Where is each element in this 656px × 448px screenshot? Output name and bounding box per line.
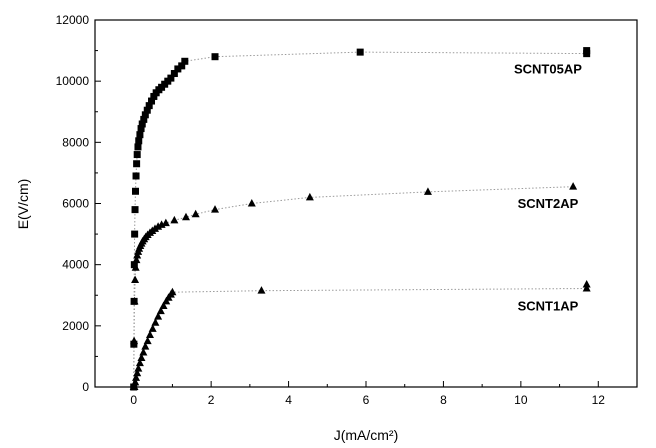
x-tick-label: 0 [130, 393, 137, 407]
data-point-triangle [130, 337, 138, 345]
x-tick-label: 10 [514, 393, 528, 407]
data-point-square [583, 47, 590, 54]
data-point-triangle [168, 288, 176, 296]
x-tick-label: 12 [592, 393, 606, 407]
y-tick-label: 10000 [56, 74, 90, 88]
data-point-square [136, 131, 143, 138]
data-point-triangle [257, 286, 265, 294]
data-point-square [134, 151, 141, 158]
data-point-triangle [170, 216, 178, 224]
x-tick-label: 4 [285, 393, 292, 407]
data-point-square [133, 172, 140, 179]
data-point-triangle [211, 205, 219, 213]
y-tick-label: 0 [82, 380, 89, 394]
data-point-triangle [131, 275, 139, 283]
y-tick-label: 8000 [62, 135, 89, 149]
x-tick-label: 2 [208, 393, 215, 407]
x-tick-label: 8 [440, 393, 447, 407]
y-axis-label: E(V/cm) [15, 179, 31, 230]
y-tick-label: 2000 [62, 319, 89, 333]
data-point-square [134, 143, 141, 150]
y-tick-label: 12000 [56, 13, 90, 27]
fit-line [134, 51, 587, 387]
series-label: SCNT1AP [518, 299, 579, 314]
series-label: SCNT2AP [518, 196, 579, 211]
data-point-square [181, 58, 188, 65]
data-point-triangle [569, 182, 577, 190]
x-axis-label: J(mA/cm²) [334, 427, 399, 443]
data-point-square [357, 49, 364, 56]
data-point-triangle [248, 199, 256, 207]
data-point-square [133, 160, 140, 167]
fit-line [134, 187, 573, 387]
series-label: SCNT05AP [514, 62, 582, 77]
data-point-triangle [306, 193, 314, 201]
y-tick-label: 6000 [62, 197, 89, 211]
data-point-square [132, 188, 139, 195]
data-point-triangle [583, 280, 591, 288]
x-tick-label: 6 [363, 393, 370, 407]
data-point-square [132, 206, 139, 213]
data-point-square [135, 137, 142, 144]
data-point-square [212, 53, 219, 60]
y-tick-label: 4000 [62, 258, 89, 272]
fit-lines [134, 51, 587, 387]
data-point-square [131, 231, 138, 238]
data-point-triangle [424, 187, 432, 195]
data-points [130, 47, 591, 390]
